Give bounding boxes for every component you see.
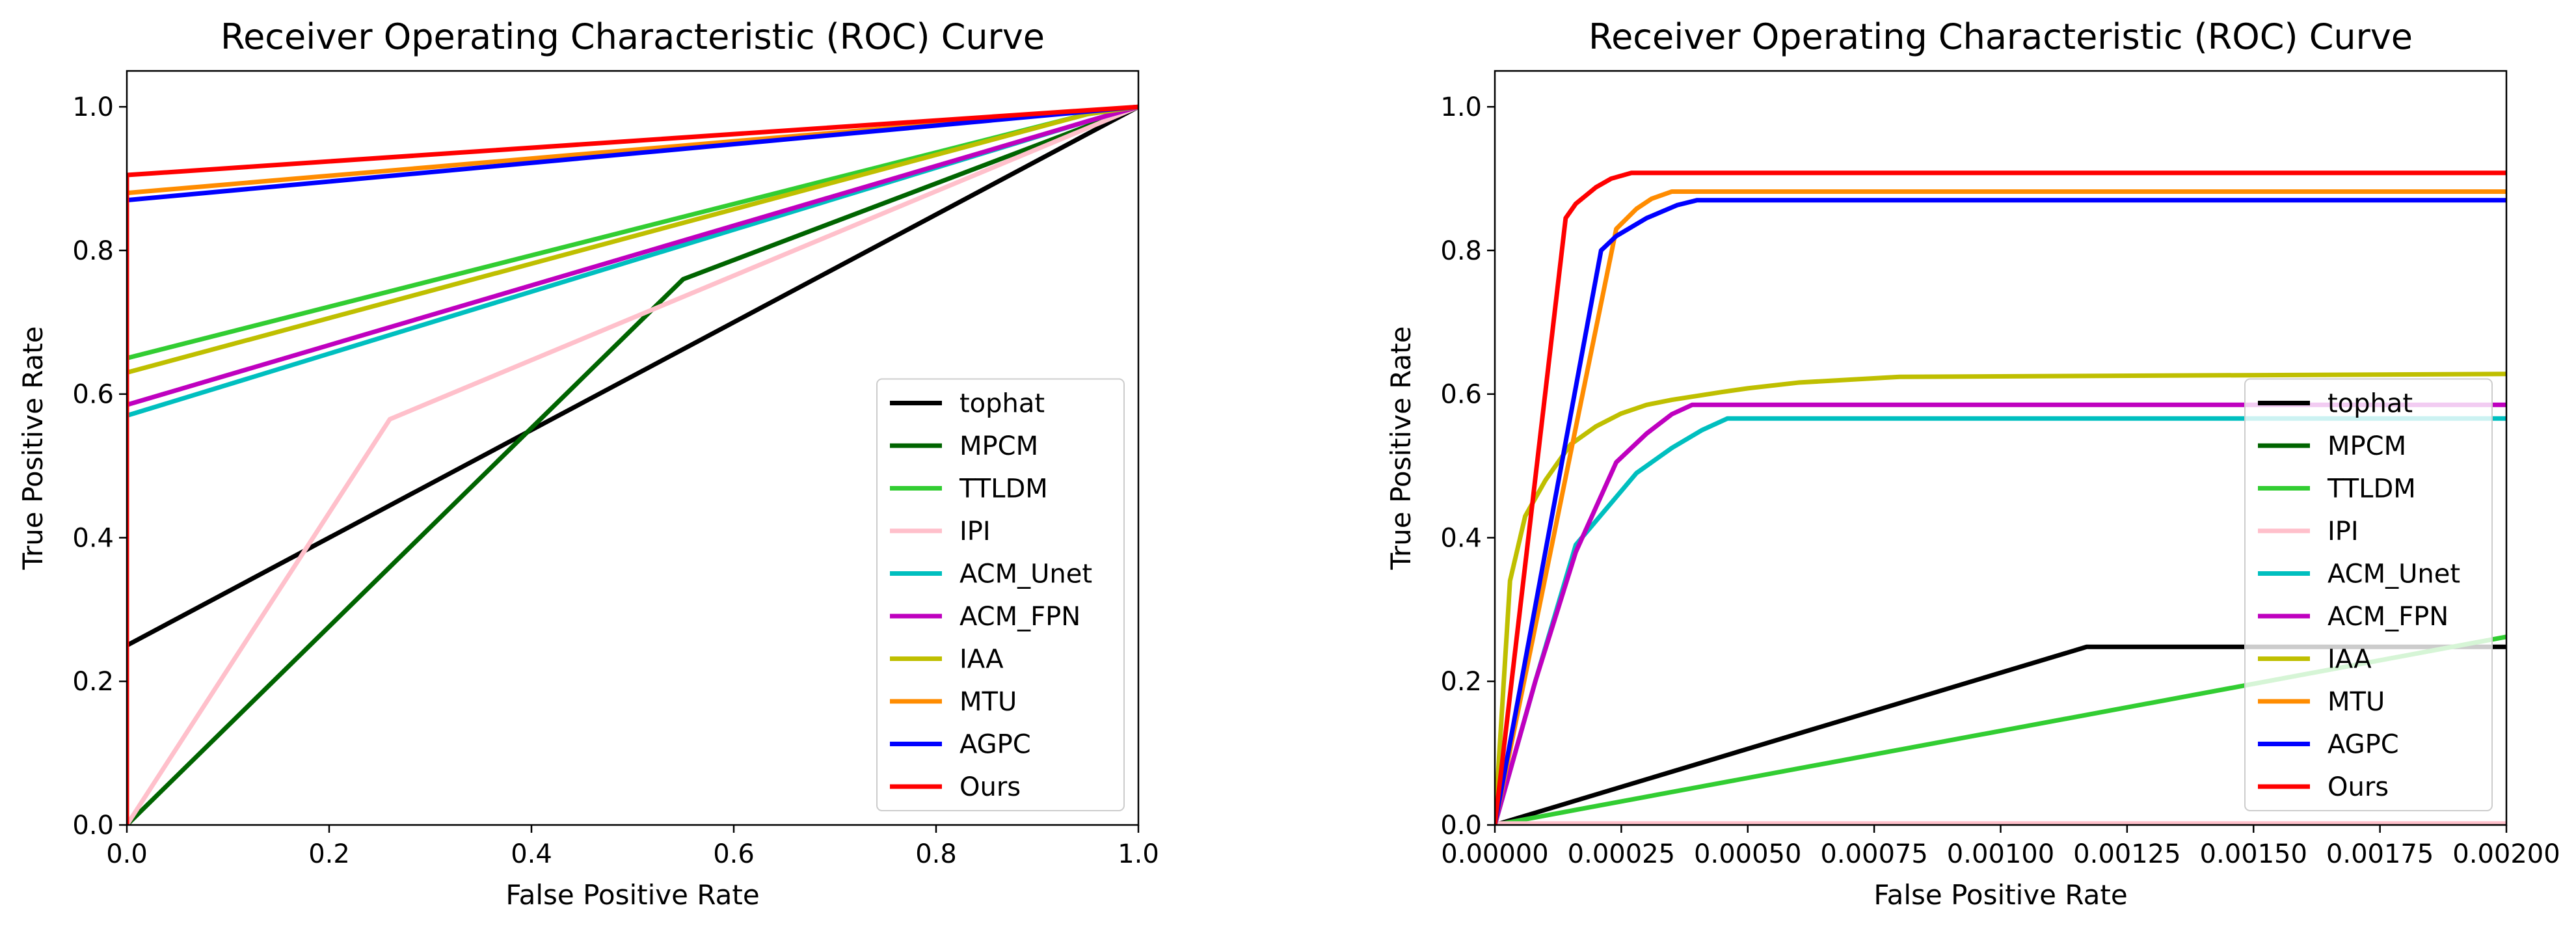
legend-label-AGPC: AGPC	[959, 730, 1031, 760]
y-tick-label: 0.6	[72, 380, 114, 410]
legend-label-ACM_FPN: ACM_FPN	[2328, 602, 2449, 632]
y-tick-label: 0.8	[72, 236, 114, 266]
x-tick-label: 0.4	[511, 839, 552, 869]
plot-frame	[126, 70, 1140, 826]
chart-title: Receiver Operating Characteristic (ROC) …	[221, 16, 1045, 57]
y-tick-label: 0.2	[72, 667, 114, 697]
series-line-tophat	[127, 105, 1138, 825]
x-tick-label: 0.00100	[1947, 839, 2054, 869]
x-tick-label: 0.00125	[2073, 839, 2180, 869]
legend-label-Ours: Ours	[2328, 772, 2389, 802]
y-tick-label: 0.0	[1440, 811, 1482, 841]
x-tick-label: 0.8	[915, 839, 957, 869]
y-tick-label: 1.0	[1440, 92, 1482, 122]
x-tick-label: 0.0	[106, 839, 148, 869]
x-tick-label: 0.00000	[1441, 839, 1548, 869]
y-axis-label: True Positive Rate	[17, 326, 49, 570]
chart-panel-1: 0.0 0.2 0.4 0.6 0.8 1.0 0.0 0.2 0.4 0.6 0.8 1.0 Rece…	[17, 16, 1159, 911]
legend-label-TTLDM: TTLDM	[2327, 474, 2416, 504]
y-tick-label: 0.0	[72, 811, 114, 841]
series-lines	[127, 104, 1138, 825]
chart-panel-2: 0.00000 0.00025 0.00050 0.00075 0.00100 0.001…	[1385, 16, 2560, 911]
x-tick-label: 0.00150	[2200, 839, 2307, 869]
series-line-MPCM	[127, 104, 1138, 825]
x-axis-label: False Positive Rate	[1873, 879, 2127, 911]
legend-label-tophat: tophat	[2328, 389, 2413, 419]
y-tick-label: 1.0	[72, 92, 114, 122]
x-tick-label: 0.00025	[1568, 839, 1675, 869]
x-axis-label: False Positive Rate	[505, 879, 759, 911]
y-tick-label: 0.4	[72, 523, 114, 553]
series-line-Ours	[1495, 170, 2506, 825]
series-line-ACM_FPN	[1495, 402, 2506, 825]
legend-label-Ours: Ours	[959, 772, 1021, 802]
series-line-Ours	[127, 104, 1138, 825]
series-line-AGPC	[1495, 198, 2506, 825]
legend-label-ACM_Unet: ACM_Unet	[2328, 560, 2460, 589]
y-tick-label: 0.8	[1440, 236, 1482, 266]
x-tick-label: 0.00075	[1820, 839, 1927, 869]
legend: tophat MPCM TTLDM IPI ACM_Unet ACM_FPN IAA MTU A…	[2244, 378, 2493, 811]
series-line-ACM_FPN	[127, 104, 1138, 825]
series-line-AGPC	[127, 104, 1138, 825]
series-line-MTU	[127, 104, 1138, 825]
series-line-IAA	[1495, 371, 2506, 825]
y-tick-label: 0.6	[1440, 380, 1482, 410]
legend-label-MTU: MTU	[959, 687, 1017, 717]
chart-title: Receiver Operating Characteristic (ROC) …	[1589, 16, 2413, 57]
legend-label-IAA: IAA	[959, 645, 1004, 675]
legend: tophat MPCM TTLDM IPI ACM_Unet ACM_FPN IAA MTU A…	[876, 378, 1125, 811]
legend-label-IPI: IPI	[2328, 517, 2359, 546]
x-tick-label: 0.00175	[2326, 839, 2434, 869]
legend-label-IAA: IAA	[2328, 645, 2372, 675]
x-tick-label: 1.0	[1118, 839, 1159, 869]
legend-label-IPI: IPI	[959, 517, 991, 546]
y-tick-label: 0.4	[1440, 523, 1482, 553]
x-tick-label: 0.2	[308, 839, 350, 869]
legend-label-tophat: tophat	[959, 389, 1045, 419]
series-lines	[1495, 170, 2506, 825]
legend-label-AGPC: AGPC	[2328, 730, 2399, 760]
legend-label-TTLDM: TTLDM	[959, 474, 1048, 504]
legend-label-ACM_FPN: ACM_FPN	[959, 602, 1080, 632]
legend-label-ACM_Unet: ACM_Unet	[959, 560, 1092, 589]
series-line-IPI	[127, 104, 1138, 825]
x-tick-label: 0.00200	[2452, 839, 2560, 869]
y-axis-label: True Positive Rate	[1385, 326, 1417, 570]
series-line-MTU	[1495, 189, 2506, 825]
y-tick-label: 0.2	[1440, 667, 1482, 697]
x-tick-label: 0.00050	[1694, 839, 1801, 869]
x-tick-label: 0.6	[713, 839, 755, 869]
legend-label-MTU: MTU	[2328, 687, 2385, 717]
legend-label-MPCM: MPCM	[2328, 431, 2406, 461]
legend-label-MPCM: MPCM	[959, 431, 1038, 461]
